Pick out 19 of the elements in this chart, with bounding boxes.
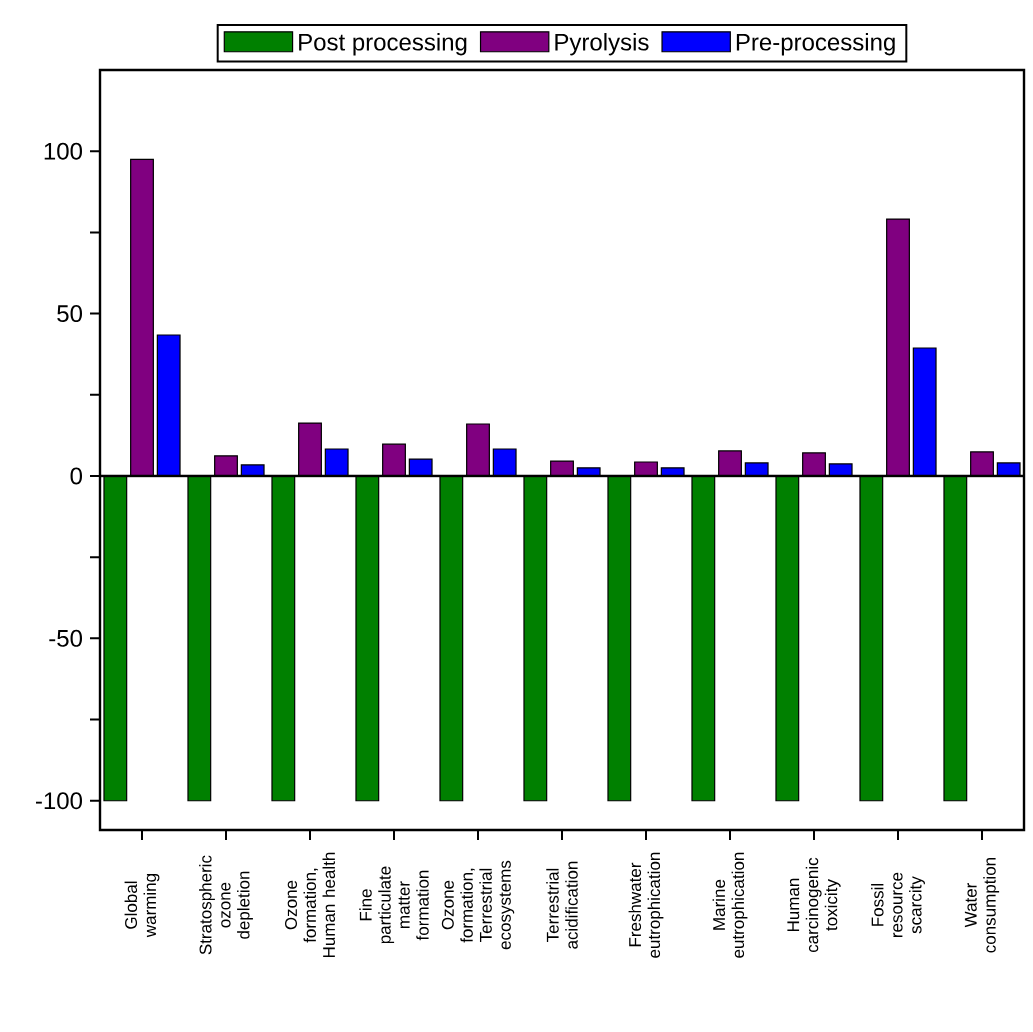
x-tick-label: Fossil resource scarcity bbox=[871, 872, 925, 937]
y-tick-label: 0 bbox=[70, 467, 83, 485]
x-tick-label: Ozone formation, Human health bbox=[285, 852, 336, 958]
legend-label: Pre-processing bbox=[736, 33, 895, 56]
legend-label: Post processing bbox=[299, 33, 467, 56]
x-tick-label: Terrestrial acidification bbox=[546, 861, 578, 949]
x-tick-label: Fine particulate matter formation bbox=[359, 866, 429, 944]
x-tick-label: Global warming bbox=[124, 874, 160, 938]
x-tick-label: Ozone formation, Terrestrial ecosystems bbox=[441, 860, 515, 950]
x-tick-label: Water consumption bbox=[964, 857, 1000, 953]
x-tick-label: Stratospheric ozone depletion bbox=[199, 855, 253, 955]
x-tick-label: Marine eutrophication bbox=[712, 852, 748, 958]
legend-label: Pyrolysis bbox=[555, 33, 649, 56]
y-tick-label: -100 bbox=[35, 792, 83, 810]
y-tick-label: 100 bbox=[44, 142, 83, 160]
x-tick-label: Human carcinogenic toxicity bbox=[787, 857, 841, 953]
y-tick-label: -50 bbox=[49, 629, 83, 647]
y-tick-label: 50 bbox=[57, 305, 83, 323]
x-tick-label: Freshwater eutrophication bbox=[628, 852, 664, 958]
